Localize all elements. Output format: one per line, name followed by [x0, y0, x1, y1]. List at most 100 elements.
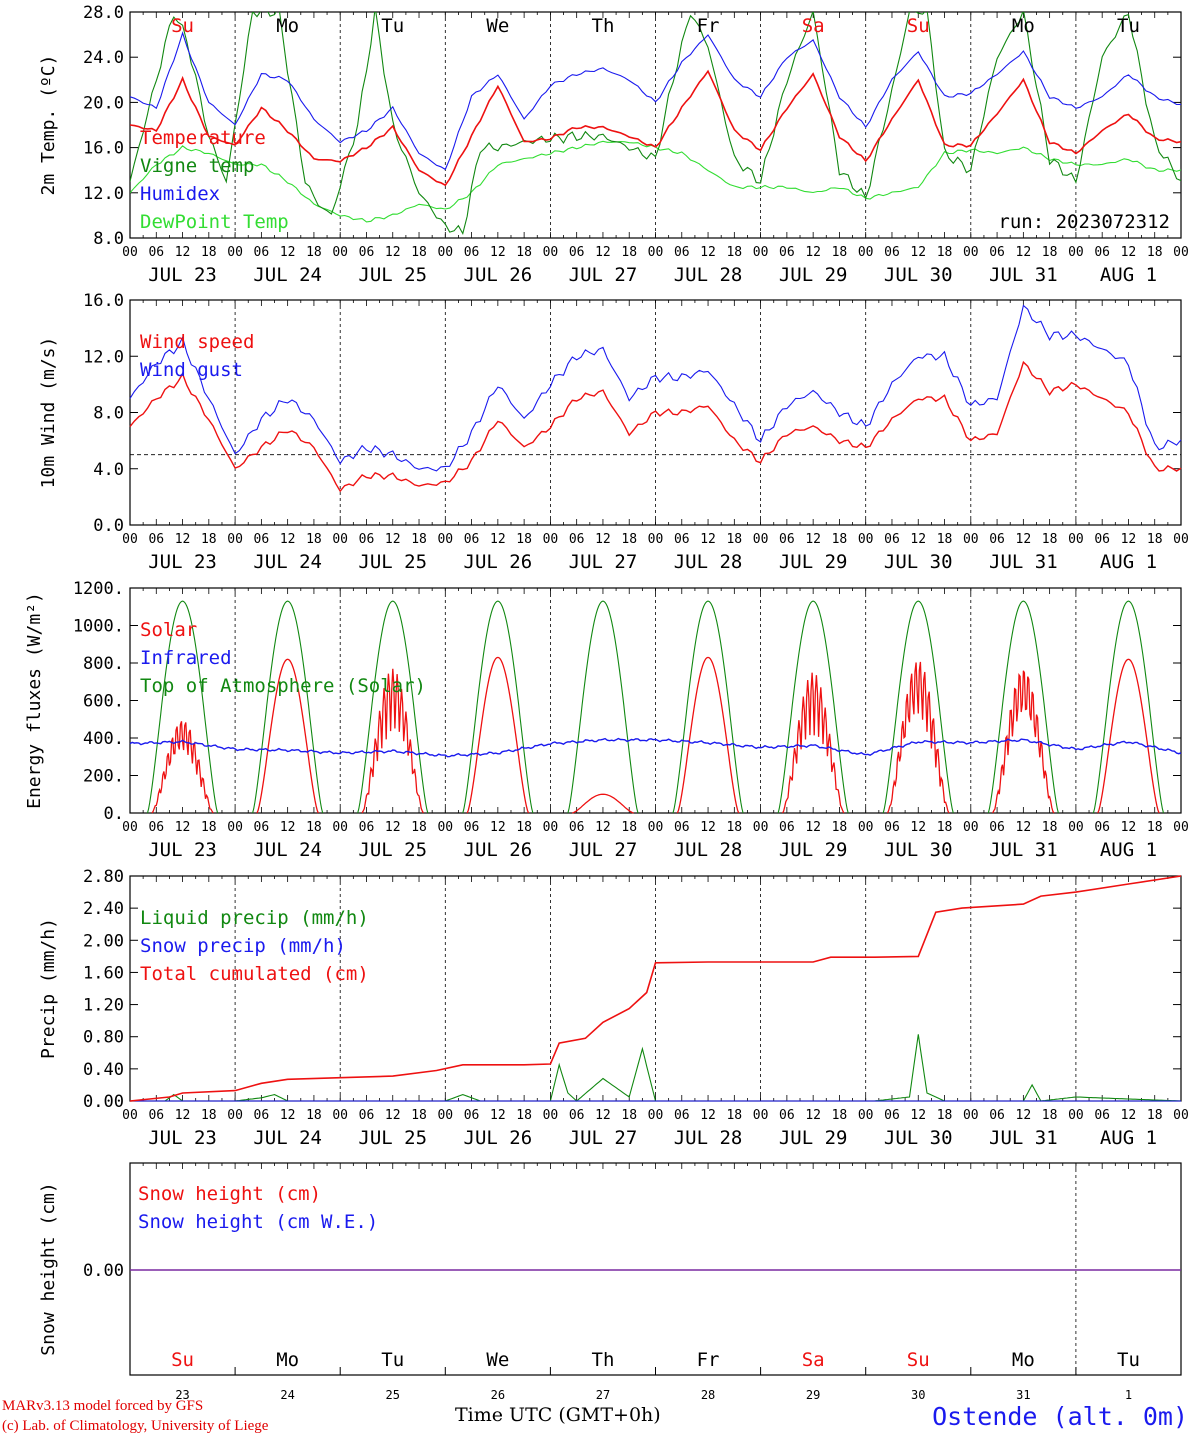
legend-entry: Solar — [140, 619, 197, 641]
hour-tick-label: 18 — [621, 245, 637, 260]
hour-tick-label: 00 — [963, 820, 979, 835]
hour-tick-label: 12 — [700, 820, 716, 835]
hour-tick-label: 00 — [858, 532, 874, 547]
series-top-of-atmosphere — [987, 600, 1059, 814]
hour-tick-label: 06 — [569, 245, 585, 260]
legend-entry: DewPoint Temp — [140, 211, 289, 233]
hour-tick-label: 06 — [254, 245, 270, 260]
hour-tick-label: 06 — [254, 1108, 270, 1123]
y-tick-label: 800. — [83, 654, 124, 674]
hour-tick-label: 00 — [122, 532, 138, 547]
date-label: JUL 26 — [464, 264, 533, 286]
y-tick-label: 12.0 — [83, 184, 124, 204]
date-label: JUL 28 — [674, 839, 743, 861]
hour-tick-label: 06 — [148, 532, 164, 547]
date-label: JUL 30 — [884, 839, 953, 861]
hour-tick-label: 18 — [832, 532, 848, 547]
hour-tick-label: 00 — [1173, 820, 1189, 835]
hour-tick-label: 00 — [753, 245, 769, 260]
hour-tick-label: 18 — [1042, 532, 1058, 547]
weekday-label: Th — [592, 15, 615, 37]
hour-tick-label: 00 — [227, 1108, 243, 1123]
weekday-label: Th — [592, 1349, 615, 1371]
legend-entry: Infrared — [140, 647, 232, 669]
hour-tick-label: 18 — [201, 532, 217, 547]
date-label: JUL 27 — [569, 551, 638, 573]
hour-tick-label: 06 — [464, 245, 480, 260]
hour-tick-label: 18 — [1147, 532, 1163, 547]
weekday-label: Mo — [276, 15, 299, 37]
day-number-label: 28 — [701, 1388, 715, 1402]
y-tick-label: 20.0 — [83, 93, 124, 113]
hour-tick-label: 12 — [910, 245, 926, 260]
hour-tick-label: 06 — [779, 245, 795, 260]
day-number-label: 1 — [1125, 1388, 1132, 1402]
y-tick-label: 400. — [83, 729, 124, 749]
series-top-of-atmosphere — [252, 600, 324, 814]
hour-tick-label: 12 — [175, 820, 191, 835]
hour-tick-label: 18 — [726, 245, 742, 260]
y-tick-label: 2.00 — [83, 931, 124, 951]
series-top-of-atmosphere — [882, 600, 954, 814]
hour-tick-label: 06 — [1094, 532, 1110, 547]
date-label: JUL 24 — [253, 839, 322, 861]
hour-tick-label: 12 — [385, 1108, 401, 1123]
hour-tick-label: 06 — [464, 532, 480, 547]
date-label: JUL 23 — [148, 1127, 217, 1149]
series-wind-gust — [129, 304, 1182, 472]
y-axis-label: Precip (mm/h) — [38, 918, 59, 1059]
date-label: JUL 24 — [253, 1127, 322, 1149]
hour-tick-label: 18 — [411, 245, 427, 260]
date-label: JUL 23 — [148, 839, 217, 861]
hour-tick-label: 06 — [148, 1108, 164, 1123]
hour-tick-label: 12 — [595, 820, 611, 835]
hour-tick-label: 12 — [910, 820, 926, 835]
date-label: JUL 29 — [779, 264, 848, 286]
temp-series-group — [130, 12, 1181, 235]
series-solar — [361, 668, 424, 814]
date-label: JUL 28 — [674, 264, 743, 286]
series-vigne-temp — [130, 12, 1181, 235]
hour-tick-label: 12 — [805, 245, 821, 260]
hour-tick-label: 18 — [621, 532, 637, 547]
hour-tick-label: 18 — [306, 820, 322, 835]
hour-tick-label: 06 — [884, 1108, 900, 1123]
hour-tick-label: 00 — [753, 1108, 769, 1123]
panel-2-frame — [129, 587, 1182, 814]
date-label: JUL 28 — [674, 1127, 743, 1149]
hour-tick-label: 06 — [148, 820, 164, 835]
hour-tick-label: 00 — [543, 532, 559, 547]
date-label: JUL 25 — [358, 264, 427, 286]
series-top-of-atmosphere — [777, 600, 849, 814]
hour-tick-label: 12 — [280, 1108, 296, 1123]
hour-tick-label: 18 — [201, 1108, 217, 1123]
run-label: run: 2023072312 — [998, 211, 1170, 233]
series-solar — [256, 658, 319, 814]
hour-tick-label: 12 — [700, 532, 716, 547]
hour-tick-label: 00 — [963, 532, 979, 547]
hour-tick-label: 18 — [937, 1108, 953, 1123]
y-tick-label: 24.0 — [83, 48, 124, 68]
hour-tick-label: 00 — [1173, 245, 1189, 260]
y-tick-label: 8.0 — [93, 229, 124, 249]
hour-tick-label: 00 — [543, 1108, 559, 1123]
day-number-label: 29 — [806, 1388, 820, 1402]
hour-tick-label: 12 — [805, 1108, 821, 1123]
hour-tick-label: 12 — [1121, 245, 1137, 260]
series-solar — [151, 721, 214, 814]
hour-tick-label: 06 — [884, 532, 900, 547]
credit-line-2: (c) Lab. of Climatology, University of L… — [2, 1418, 269, 1434]
legend-entry: Humidex — [140, 183, 220, 205]
hour-tick-label: 18 — [1147, 245, 1163, 260]
hour-tick-label: 18 — [1042, 820, 1058, 835]
series-top-of-atmosphere — [672, 600, 744, 814]
hour-tick-label: 12 — [175, 245, 191, 260]
date-label: JUL 25 — [358, 551, 427, 573]
y-axis-label: Energy fluxes (W/m²) — [24, 592, 45, 809]
hour-tick-label: 00 — [858, 245, 874, 260]
hour-tick-label: 06 — [359, 820, 375, 835]
hour-tick-label: 00 — [437, 245, 453, 260]
day-number-label: 31 — [1016, 1388, 1030, 1402]
hour-tick-label: 06 — [569, 820, 585, 835]
